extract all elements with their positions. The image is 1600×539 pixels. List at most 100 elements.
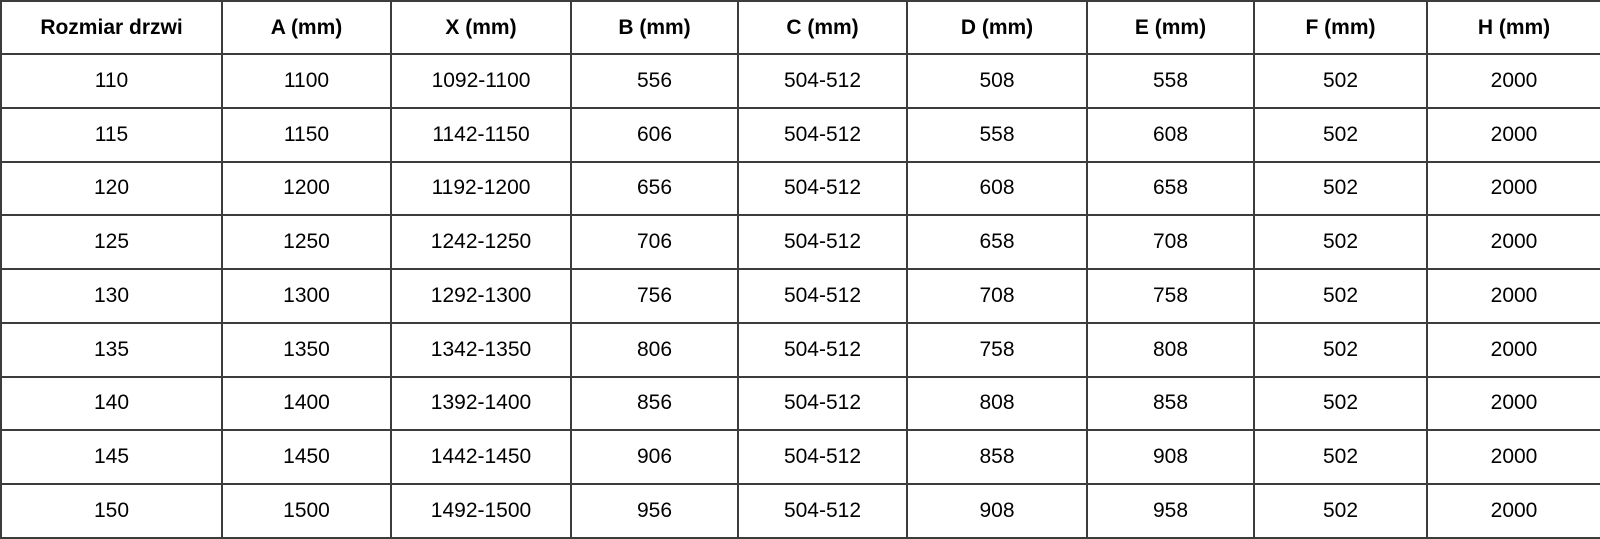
table-row: 130 1300 1292-1300 756 504-512 708 758 5…: [0, 268, 1600, 324]
table-cell: 2000: [1426, 321, 1600, 378]
table-cell: 558: [1086, 53, 1255, 109]
table-cell: 806: [570, 321, 739, 378]
table-cell: 2000: [1426, 106, 1600, 163]
table-cell: 1500: [221, 483, 392, 539]
column-header-f: F (mm): [1253, 0, 1428, 55]
table-cell: 504-512: [737, 483, 908, 539]
table-cell: 130: [0, 268, 223, 324]
column-header-e: E (mm): [1086, 0, 1255, 55]
table-cell: 504-512: [737, 375, 908, 432]
table-cell: 2000: [1426, 53, 1600, 109]
table-cell: 1400: [221, 375, 392, 432]
table-cell: 808: [906, 375, 1088, 432]
table-cell: 858: [1086, 375, 1255, 432]
table-cell: 606: [570, 106, 739, 163]
table-cell: 140: [0, 375, 223, 432]
table-row: 145 1450 1442-1450 906 504-512 858 908 5…: [0, 429, 1600, 486]
table-cell: 608: [906, 160, 1088, 217]
table-cell: 758: [906, 321, 1088, 378]
table-cell: 706: [570, 214, 739, 271]
table-cell: 858: [906, 429, 1088, 486]
table-cell: 2000: [1426, 268, 1600, 324]
table-cell: 110: [0, 53, 223, 109]
table-cell: 502: [1253, 375, 1428, 432]
table-cell: 1292-1300: [390, 268, 572, 324]
table-cell: 125: [0, 214, 223, 271]
column-header-b: B (mm): [570, 0, 739, 55]
table-cell: 504-512: [737, 321, 908, 378]
table-cell: 502: [1253, 483, 1428, 539]
table-cell: 708: [1086, 214, 1255, 271]
table-row: 140 1400 1392-1400 856 504-512 808 858 5…: [0, 375, 1600, 432]
table-cell: 2000: [1426, 429, 1600, 486]
table-cell: 504-512: [737, 53, 908, 109]
column-header-h: H (mm): [1426, 0, 1600, 55]
table-cell: 120: [0, 160, 223, 217]
table-cell: 504-512: [737, 160, 908, 217]
table-cell: 2000: [1426, 160, 1600, 217]
table-row: 115 1150 1142-1150 606 504-512 558 608 5…: [0, 106, 1600, 163]
table-cell: 2000: [1426, 483, 1600, 539]
column-header-x: X (mm): [390, 0, 572, 55]
table-cell: 558: [906, 106, 1088, 163]
table-cell: 908: [1086, 429, 1255, 486]
table-cell: 1142-1150: [390, 106, 572, 163]
column-header-rozmiar-drzwi: Rozmiar drzwi: [0, 0, 223, 55]
table-cell: 956: [570, 483, 739, 539]
table-cell: 1450: [221, 429, 392, 486]
column-header-c: C (mm): [737, 0, 908, 55]
table-cell: 502: [1253, 429, 1428, 486]
table-row: 125 1250 1242-1250 706 504-512 658 708 5…: [0, 214, 1600, 271]
table-cell: 1200: [221, 160, 392, 217]
column-header-d: D (mm): [906, 0, 1088, 55]
table-cell: 1100: [221, 53, 392, 109]
table-cell: 508: [906, 53, 1088, 109]
table-cell: 908: [906, 483, 1088, 539]
table-cell: 504-512: [737, 268, 908, 324]
table-cell: 556: [570, 53, 739, 109]
table-cell: 758: [1086, 268, 1255, 324]
table-cell: 502: [1253, 160, 1428, 217]
table-cell: 756: [570, 268, 739, 324]
table-cell: 1342-1350: [390, 321, 572, 378]
header-row: Rozmiar drzwi A (mm) X (mm) B (mm) C (mm…: [0, 0, 1600, 55]
table-cell: 906: [570, 429, 739, 486]
table-cell: 1242-1250: [390, 214, 572, 271]
table-cell: 502: [1253, 214, 1428, 271]
table-cell: 1092-1100: [390, 53, 572, 109]
table-cell: 658: [906, 214, 1088, 271]
table-cell: 656: [570, 160, 739, 217]
table-cell: 1250: [221, 214, 392, 271]
table-cell: 115: [0, 106, 223, 163]
table-cell: 150: [0, 483, 223, 539]
table-cell: 708: [906, 268, 1088, 324]
table-cell: 1492-1500: [390, 483, 572, 539]
table-cell: 1300: [221, 268, 392, 324]
table-cell: 504-512: [737, 214, 908, 271]
table-row: 135 1350 1342-1350 806 504-512 758 808 5…: [0, 321, 1600, 378]
table-cell: 958: [1086, 483, 1255, 539]
table-cell: 1392-1400: [390, 375, 572, 432]
table-cell: 504-512: [737, 429, 908, 486]
table-row: 110 1100 1092-1100 556 504-512 508 558 5…: [0, 53, 1600, 109]
table-cell: 608: [1086, 106, 1255, 163]
table-cell: 1350: [221, 321, 392, 378]
column-header-a: A (mm): [221, 0, 392, 55]
table-cell: 1150: [221, 106, 392, 163]
table-cell: 502: [1253, 53, 1428, 109]
table-cell: 2000: [1426, 214, 1600, 271]
table-cell: 2000: [1426, 375, 1600, 432]
table-cell: 502: [1253, 106, 1428, 163]
table-cell: 1192-1200: [390, 160, 572, 217]
table-cell: 504-512: [737, 106, 908, 163]
table-cell: 1442-1450: [390, 429, 572, 486]
table-cell: 658: [1086, 160, 1255, 217]
table-cell: 135: [0, 321, 223, 378]
table-cell: 502: [1253, 321, 1428, 378]
table-cell: 856: [570, 375, 739, 432]
table-row: 120 1200 1192-1200 656 504-512 608 658 5…: [0, 160, 1600, 217]
table-cell: 808: [1086, 321, 1255, 378]
table-cell: 145: [0, 429, 223, 486]
